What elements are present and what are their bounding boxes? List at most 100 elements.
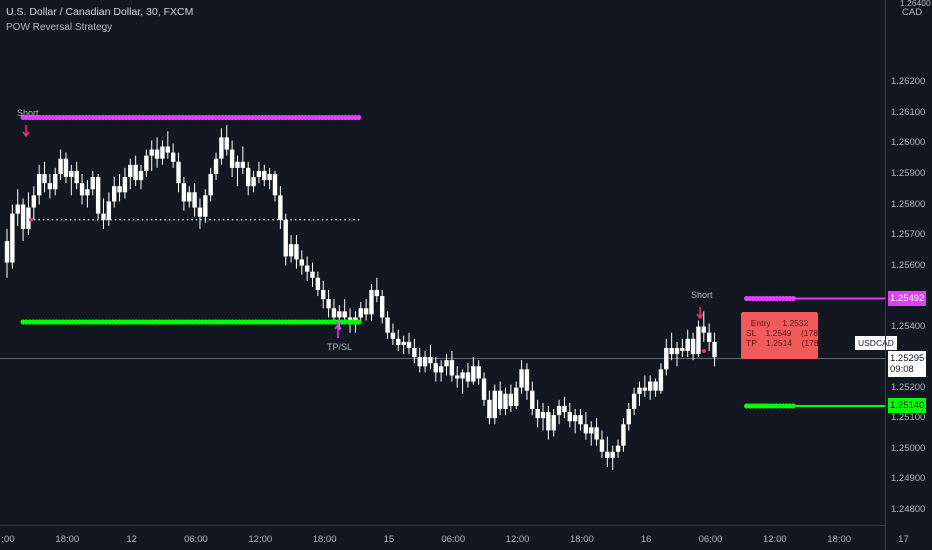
candle-body xyxy=(251,177,256,187)
time-tick-label: 12:00 xyxy=(248,534,273,545)
candle-body xyxy=(685,338,690,352)
time-tick-label: 15 xyxy=(383,534,395,545)
candle-body xyxy=(487,399,492,419)
time-tick-label: 18:00 xyxy=(312,534,337,545)
candle-body xyxy=(690,338,696,355)
candle-body xyxy=(631,393,637,410)
candle-body xyxy=(380,296,385,318)
candle-body xyxy=(556,405,562,416)
time-tick-label: 12 xyxy=(126,534,137,545)
candle-body xyxy=(299,259,304,266)
time-tick-label: :00 xyxy=(1,534,15,545)
candle-body xyxy=(642,387,648,391)
candle-body xyxy=(85,189,90,196)
price-tick-label: 1.25000 xyxy=(891,442,926,454)
time-tick-label: 06:00 xyxy=(698,534,723,545)
price-tick-label: 1.25800 xyxy=(891,198,926,210)
candle-body xyxy=(514,387,519,406)
candle-body xyxy=(101,213,106,220)
candle-body xyxy=(615,445,621,452)
candle-body xyxy=(476,366,481,379)
candle-body xyxy=(267,173,272,181)
lower-level-dot xyxy=(790,403,796,409)
candle-body xyxy=(133,164,138,181)
candle-body xyxy=(219,137,224,159)
candle-body xyxy=(492,390,497,419)
price-axis[interactable]: 1.26400 CAD 1.25492 1.25140 1.25295 09:0… xyxy=(885,0,932,550)
price-tick-label: 1.26100 xyxy=(891,106,926,118)
tpsl-arrow-icon xyxy=(334,323,342,330)
bar-countdown: 09:08 xyxy=(890,363,914,375)
candle-body xyxy=(187,192,192,202)
last-price-value: 1.25295 xyxy=(890,352,925,364)
candle-body xyxy=(315,277,321,290)
candle-body xyxy=(562,405,567,413)
last-price-tag: 1.25295 09:08 xyxy=(888,350,927,377)
candle-body xyxy=(294,244,299,260)
entry-marker xyxy=(702,349,706,354)
candle-body xyxy=(170,152,176,162)
candle-body xyxy=(326,299,331,309)
candle-body xyxy=(321,289,326,300)
candle-body xyxy=(144,155,149,171)
candle-body xyxy=(69,170,74,178)
chart-title[interactable]: U.S. Dollar / Canadian Dollar, 30, FXCM xyxy=(6,6,194,18)
candle-body xyxy=(589,427,594,434)
candle-body xyxy=(240,161,246,168)
time-tick-label: 18:00 xyxy=(827,534,852,545)
candle-body xyxy=(272,173,278,196)
candle-body xyxy=(455,375,460,379)
green-price-tag: 1.25140 xyxy=(888,397,927,413)
candle-body xyxy=(412,347,417,358)
candle-body xyxy=(503,393,508,410)
tpsl-label: TP/SL xyxy=(327,342,353,352)
candle-body xyxy=(36,173,42,196)
price-tick-label: 1.25100 xyxy=(891,412,926,424)
candle-body xyxy=(358,308,363,318)
candle-body xyxy=(401,341,406,345)
candle-body xyxy=(283,219,288,257)
candle-body xyxy=(203,195,208,217)
candle-body xyxy=(90,177,95,190)
candle-body xyxy=(546,412,551,431)
magenta-price-tag: 1.25492 xyxy=(888,290,927,306)
candle-body xyxy=(288,244,294,257)
candle-body xyxy=(669,347,674,355)
candle-body xyxy=(385,317,390,333)
candle-body xyxy=(465,372,471,382)
indicator-name[interactable]: POW Reversal Strategy xyxy=(6,22,113,33)
candle-body xyxy=(664,347,669,370)
time-tick-label: 12:00 xyxy=(505,534,530,545)
price-tick-label: 1.26000 xyxy=(891,137,926,149)
candle-body xyxy=(594,427,599,440)
symbol-tag: USDCAD xyxy=(855,336,897,350)
candle-body xyxy=(176,161,181,184)
candle-body xyxy=(235,161,240,168)
upper-level-dot xyxy=(356,114,362,121)
candle-body xyxy=(10,213,15,263)
time-axis[interactable]: :00 18:00 12 06:00 12:00 18:00 15 06:00 12:00 18:… xyxy=(0,525,909,550)
candle-body xyxy=(433,363,438,373)
short-arrow-icon xyxy=(696,313,704,320)
time-tick-label: 16 xyxy=(640,534,652,545)
candle-body xyxy=(42,173,47,184)
candle-body xyxy=(524,369,530,391)
candle-body xyxy=(63,158,69,178)
candle-body xyxy=(337,311,342,318)
time-tick-label: 12:00 xyxy=(762,534,787,545)
candle-body xyxy=(396,338,401,345)
candle-body xyxy=(224,137,229,150)
candle-body xyxy=(213,158,219,174)
chart-plot-area[interactable] xyxy=(0,0,885,525)
candlestick-chart[interactable] xyxy=(0,0,885,525)
candle-body xyxy=(390,332,396,339)
candle-body xyxy=(20,204,26,229)
price-tick-label: 1.26200 xyxy=(891,76,926,88)
candle-body xyxy=(128,164,133,178)
candle-body xyxy=(497,390,503,410)
candle-body xyxy=(197,207,203,217)
candle-body xyxy=(246,167,251,187)
candle-body xyxy=(160,146,165,159)
candle-body xyxy=(481,378,487,400)
candle-body xyxy=(278,195,283,220)
